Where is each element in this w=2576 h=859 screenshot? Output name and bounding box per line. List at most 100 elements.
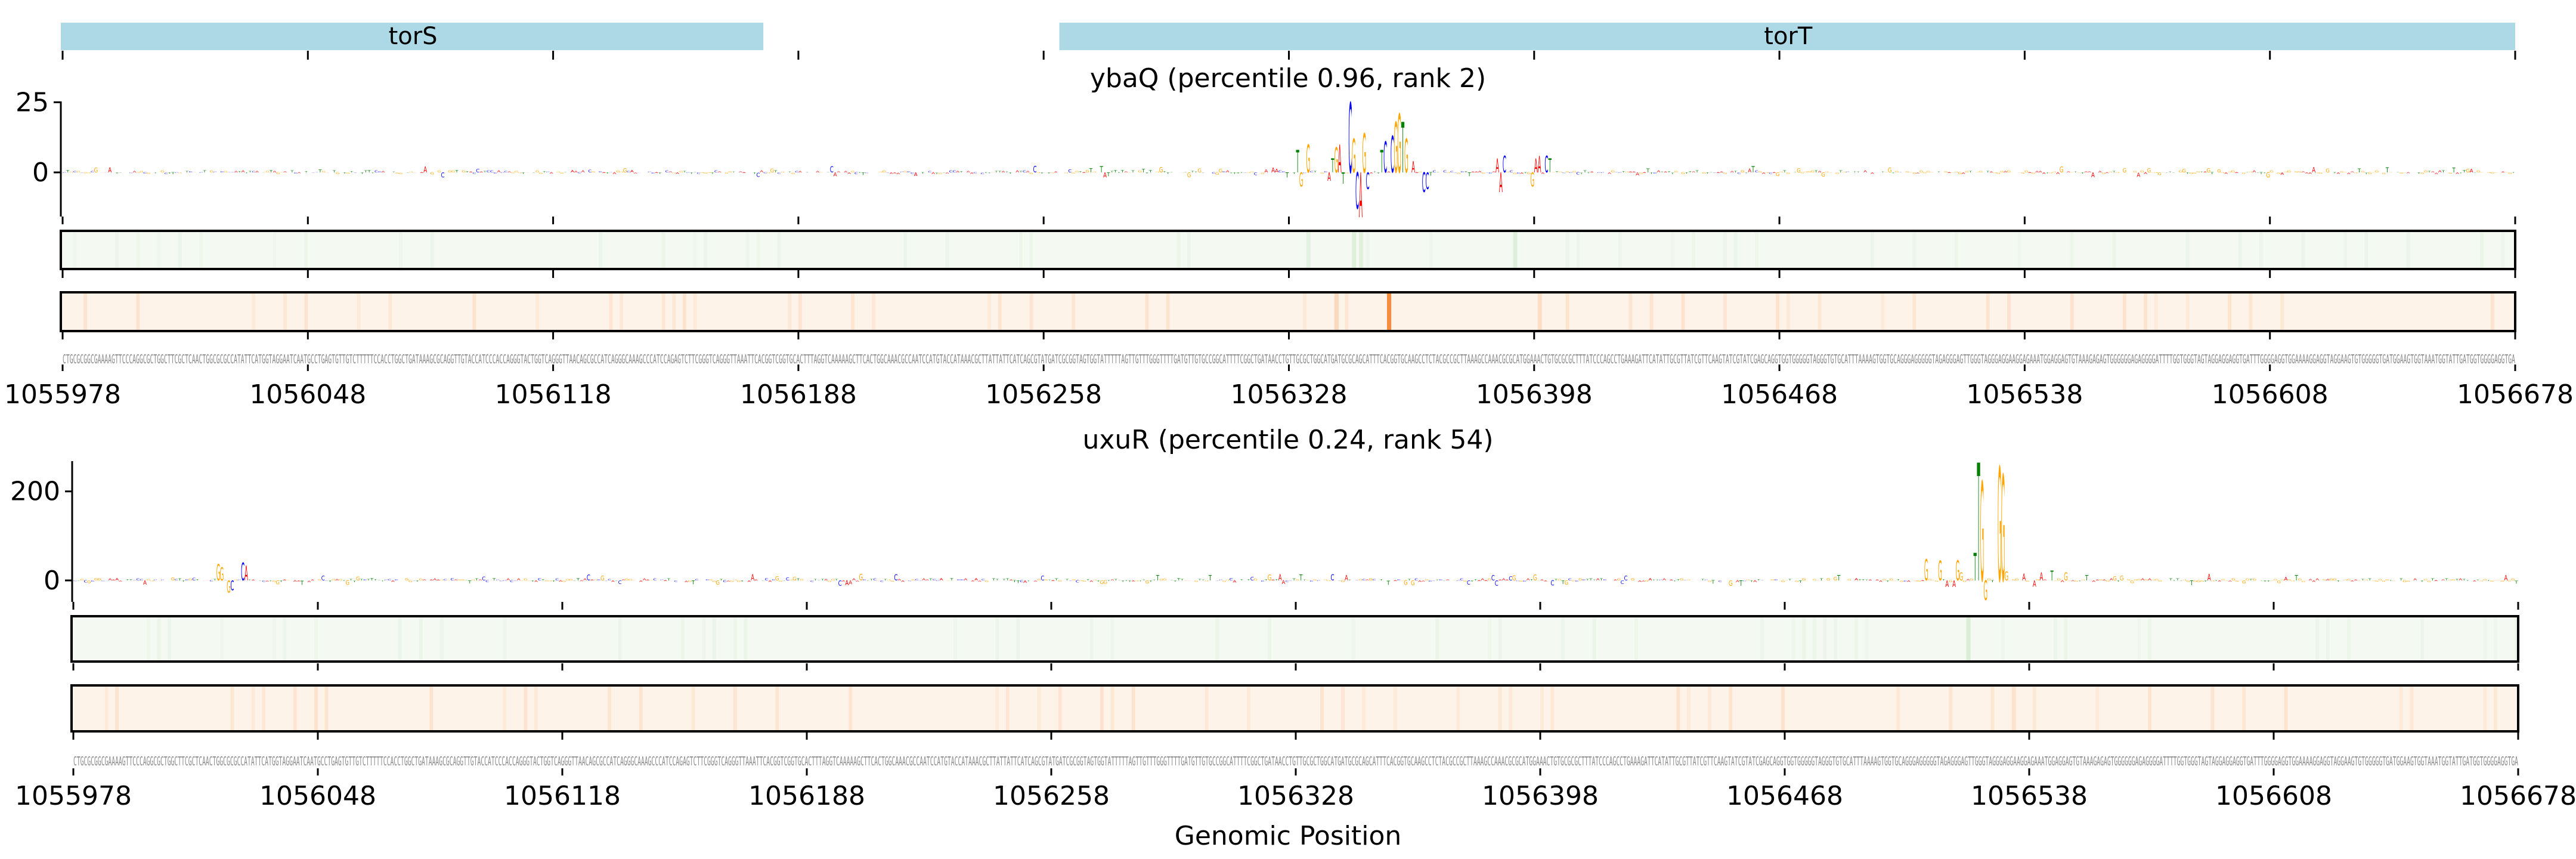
logo-letter: A: [842, 580, 846, 582]
logo-letter: A: [2091, 172, 2095, 179]
logo-letter: A: [718, 171, 722, 173]
logo-letter: G: [395, 172, 400, 174]
logo-letter: T: [795, 578, 800, 581]
x-tick-label: 1056398: [1482, 781, 1599, 811]
logo-letter: G: [2357, 580, 2361, 581]
logo-letter: A: [2407, 172, 2411, 174]
logo-letter: T: [1684, 172, 1688, 174]
green-heat-track-cell: [2070, 231, 2074, 269]
logo-letter: A: [1271, 167, 1275, 174]
orange-heat-track-cell: [1565, 292, 1569, 331]
green-heat-track-cell: [157, 616, 161, 662]
logo-letter: A: [2459, 578, 2462, 581]
logo-letter: C: [653, 578, 657, 581]
logo-letter: C: [588, 169, 592, 173]
logo-letter: G: [1958, 172, 1962, 175]
logo-letter: A: [1233, 580, 1237, 583]
logo-letter: C: [192, 577, 196, 581]
logo-letter: G: [2382, 580, 2386, 582]
logo-letter: G: [2375, 170, 2379, 173]
logo-letter: G: [535, 170, 540, 173]
logo-letter: C: [1903, 580, 1908, 582]
orange-heat-track-cell: [1540, 685, 1544, 731]
logo-letter: A: [2312, 580, 2316, 582]
logo-letter: T: [959, 171, 963, 173]
logo-letter: G: [781, 172, 785, 173]
logo-letter: C: [1432, 170, 1436, 173]
logo-letter: A: [2413, 578, 2417, 581]
logo-letter: T: [114, 172, 119, 174]
orange-heat-track-cell: [534, 685, 538, 731]
logo-letter: G: [2007, 170, 2011, 173]
logo-letter: T: [1837, 573, 1840, 582]
logo-letter: G: [1341, 580, 1345, 583]
green-heat-track-cell: [115, 231, 119, 269]
logo-letter: T: [2431, 578, 2435, 581]
green-heat-track-cell: [2494, 616, 2497, 662]
logo-letter: T: [530, 580, 534, 582]
logo-letter: T: [2295, 574, 2299, 583]
logo-letter: T: [1705, 172, 1710, 174]
logo-letter: T: [1046, 172, 1051, 174]
logo-letter: G: [1842, 172, 1846, 173]
logo-letter: C: [175, 579, 179, 581]
logo-letter: A: [571, 169, 574, 173]
orange-heat-track-cell: [2095, 685, 2100, 731]
logo-letter: G: [1519, 580, 1523, 582]
logo-letter: T: [2462, 579, 2466, 581]
logo-letter: C: [485, 580, 489, 583]
logo-letter: G: [1617, 578, 1621, 581]
logo-letter: T: [1856, 172, 1860, 173]
logo-letter: G: [2479, 580, 2484, 582]
logo-letter: G: [2144, 579, 2148, 581]
logo-letter: T: [1695, 170, 1699, 173]
logo-letter: T: [363, 170, 368, 173]
logo-letter: G: [2060, 165, 2064, 174]
logo-letter: C: [1076, 580, 1079, 583]
logo-letter: C: [504, 171, 508, 173]
logo-letter: A: [2042, 172, 2046, 174]
green-heat-track-cell: [1565, 231, 1569, 269]
logo-letter: C: [1310, 171, 1314, 173]
logo-letter: C: [1317, 580, 1320, 582]
logo-letter: C: [1618, 172, 1622, 174]
logo-letter: G: [1481, 172, 1485, 174]
logo-letter: G: [1194, 580, 1199, 582]
logo-letter: G: [2081, 579, 2085, 580]
green-heat-track-cell: [1912, 231, 1916, 269]
logo-letter: G: [2392, 580, 2397, 581]
logo-letter: G: [2270, 170, 2274, 173]
logo-letter: A: [2228, 580, 2233, 582]
logo-letter: A: [534, 580, 538, 582]
logo-letter: C: [886, 172, 890, 173]
logo-letter: T: [1232, 172, 1237, 174]
logo-letter: A: [1875, 580, 1880, 581]
logo-letter: A: [307, 580, 311, 583]
logo-letter: T: [2190, 580, 2193, 587]
orange-heat-track-cell: [503, 685, 507, 731]
logo-letter: G: [1954, 172, 1958, 173]
logo-letter: G: [1425, 579, 1429, 580]
orange-heat-track-cell: [314, 685, 318, 731]
orange-heat-track-cell: [1912, 292, 1916, 331]
logo-letter: G: [1092, 171, 1097, 172]
green-heat-track-cell: [1215, 616, 1219, 662]
logo-letter: G: [1770, 579, 1775, 580]
logo-letter: A: [2326, 579, 2330, 581]
logo-letter: C: [1397, 579, 1401, 581]
logo-letter: C: [500, 172, 504, 174]
logo-letter: G: [1926, 171, 1930, 173]
logo-letter: C: [73, 171, 77, 174]
logo-letter: A: [382, 171, 386, 173]
logo-letter: G: [1184, 580, 1188, 581]
green-heat-track-cell: [2112, 231, 2116, 269]
logo-letter: G: [2154, 172, 2158, 174]
logo-letter: A: [423, 165, 427, 174]
logo-letter: T: [1555, 171, 1559, 173]
logo-letter: A: [1534, 155, 1538, 177]
logo-letter: A: [108, 167, 112, 174]
orange-heat-track-cell: [1509, 685, 1513, 731]
logo-letter: T: [391, 171, 395, 172]
logo-letter: G: [1746, 580, 1750, 581]
logo-letter: A: [1863, 170, 1867, 173]
